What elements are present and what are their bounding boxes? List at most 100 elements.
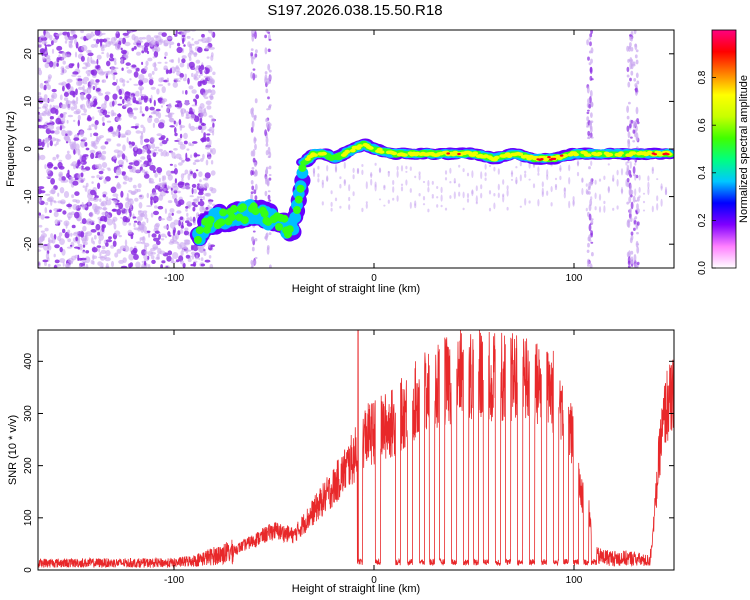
noise-dot xyxy=(254,143,257,151)
noise-dot xyxy=(73,231,80,234)
noise-dot xyxy=(590,178,593,186)
noise-dot xyxy=(268,123,272,127)
ridge-blob xyxy=(344,149,351,154)
noise-dot xyxy=(139,135,143,140)
noise-dot xyxy=(190,154,193,159)
noise-dot xyxy=(82,225,87,232)
noise-dot xyxy=(317,165,320,170)
noise-dot xyxy=(160,238,165,241)
noise-dot xyxy=(370,178,373,186)
noise-dot xyxy=(590,160,593,167)
noise-dot xyxy=(154,172,158,178)
noise-dot xyxy=(153,169,156,174)
noise-dot xyxy=(165,190,169,194)
noise-dot xyxy=(157,97,163,102)
noise-dot xyxy=(97,182,101,189)
noise-dot xyxy=(170,190,174,195)
noise-dot xyxy=(210,187,217,194)
noise-dot xyxy=(87,128,92,131)
noise-dot xyxy=(128,253,135,261)
noise-dot xyxy=(79,130,84,137)
noise-dot xyxy=(140,124,144,128)
noise-dot xyxy=(250,193,254,201)
noise-dot xyxy=(172,229,176,236)
noise-dot xyxy=(176,190,181,194)
noise-dot xyxy=(44,261,47,267)
noise-dot xyxy=(267,190,271,193)
noise-dot xyxy=(343,179,346,184)
noise-dot xyxy=(186,222,193,227)
noise-dot xyxy=(204,107,206,112)
noise-dot xyxy=(94,124,98,130)
noise-dot xyxy=(493,193,496,197)
noise-dot xyxy=(143,145,148,153)
noise-dot xyxy=(356,167,360,172)
noise-dot xyxy=(572,199,575,205)
noise-dot xyxy=(142,236,146,243)
noise-dot xyxy=(48,196,54,202)
noise-dot xyxy=(365,201,368,204)
noise-dot xyxy=(587,56,590,61)
noise-dot xyxy=(120,190,124,198)
noise-dot xyxy=(475,185,478,192)
x-tick-label: 100 xyxy=(566,273,583,284)
noise-dot xyxy=(590,58,593,64)
noise-dot xyxy=(189,125,196,132)
ridge-blob xyxy=(230,204,238,213)
noise-dot xyxy=(45,54,51,59)
noise-dot xyxy=(45,57,51,63)
noise-dot xyxy=(166,107,169,114)
noise-dot xyxy=(590,30,593,35)
noise-dot xyxy=(78,166,82,169)
noise-dot xyxy=(104,91,111,95)
noise-dot xyxy=(656,195,659,202)
noise-dot xyxy=(89,149,96,154)
noise-dot xyxy=(418,173,421,181)
y-tick-label: -20 xyxy=(23,237,34,252)
noise-dot xyxy=(84,256,91,264)
noise-dot xyxy=(184,100,189,106)
noise-dot xyxy=(191,183,197,188)
noise-dot xyxy=(75,236,78,242)
noise-dot xyxy=(146,230,151,233)
noise-dot xyxy=(94,30,101,36)
noise-dot xyxy=(103,179,107,184)
noise-dot xyxy=(83,241,88,246)
noise-dot xyxy=(250,150,254,157)
noise-dot xyxy=(193,51,198,58)
noise-dot xyxy=(633,78,637,82)
noise-dot xyxy=(466,198,470,203)
noise-dot xyxy=(616,179,619,187)
noise-dot xyxy=(77,86,84,90)
noise-dot xyxy=(153,210,159,216)
noise-dot xyxy=(444,170,448,175)
noise-dot xyxy=(206,151,211,155)
noise-dot xyxy=(41,97,45,102)
noise-dot xyxy=(163,187,167,191)
noise-dot xyxy=(251,261,255,268)
noise-dot xyxy=(44,45,48,52)
noise-dot xyxy=(184,169,189,175)
noise-dot xyxy=(114,61,117,66)
noise-dot xyxy=(101,162,108,168)
noise-dot xyxy=(250,191,254,195)
noise-dot xyxy=(205,206,209,210)
noise-dot xyxy=(173,148,178,151)
noise-dot xyxy=(630,250,634,255)
noise-dot xyxy=(74,191,80,197)
noise-dot xyxy=(572,196,575,201)
noise-dot xyxy=(133,220,138,223)
noise-dot xyxy=(409,166,412,171)
noise-dot xyxy=(156,167,163,174)
spectrogram-y-ticks: -20 -10 0 10 20 xyxy=(23,48,674,252)
noise-dot xyxy=(174,178,177,184)
noise-dot xyxy=(60,104,67,109)
ridge-blob xyxy=(206,216,215,224)
noise-dot xyxy=(203,251,207,256)
ridge-blob xyxy=(552,157,557,160)
noise-dot xyxy=(632,61,636,66)
noise-dot xyxy=(201,123,206,126)
noise-dot xyxy=(635,106,639,115)
noise-dot xyxy=(38,92,42,96)
noise-dot xyxy=(183,239,190,242)
